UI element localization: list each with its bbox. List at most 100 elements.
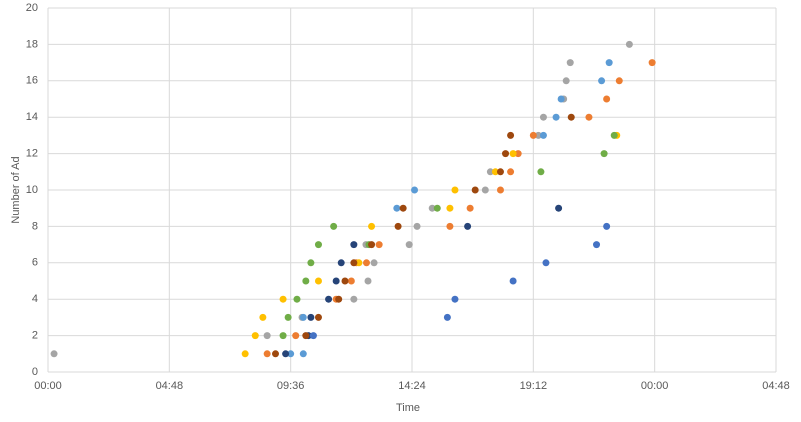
point — [598, 77, 606, 85]
point — [534, 131, 542, 139]
point — [347, 277, 355, 285]
x-tick-label: 00:00 — [34, 380, 62, 392]
point — [625, 40, 633, 48]
point — [399, 204, 407, 212]
point — [502, 150, 510, 158]
point — [428, 204, 436, 212]
point — [443, 313, 451, 321]
point — [325, 295, 333, 303]
point — [350, 259, 358, 267]
point — [491, 168, 499, 176]
point — [302, 277, 310, 285]
y-tick-label: 10 — [26, 184, 38, 196]
point — [337, 259, 345, 267]
point — [272, 350, 279, 358]
point — [603, 95, 611, 103]
point — [251, 332, 259, 340]
point — [507, 168, 515, 176]
point — [279, 332, 287, 340]
point — [341, 277, 349, 285]
point — [509, 150, 517, 158]
point — [292, 332, 300, 340]
y-tick-label: 8 — [32, 220, 38, 232]
point — [648, 59, 656, 67]
point — [464, 222, 472, 230]
x-tick-label: 04:48 — [156, 380, 184, 392]
point — [393, 204, 401, 212]
point — [350, 295, 358, 303]
x-tick-label: 00:00 — [641, 380, 669, 392]
point — [263, 332, 271, 340]
point — [605, 59, 613, 67]
point — [302, 332, 310, 340]
point — [335, 295, 343, 303]
x-tick-label: 19:12 — [520, 380, 548, 392]
point — [263, 350, 271, 358]
point — [307, 313, 315, 321]
y-tick-label: 6 — [32, 257, 38, 269]
point — [413, 222, 421, 230]
point — [600, 150, 608, 158]
y-tick-label: 20 — [26, 2, 38, 14]
point — [309, 332, 317, 340]
point — [610, 131, 618, 139]
point — [552, 113, 560, 121]
point — [332, 277, 340, 285]
x-tick-label: 04:48 — [762, 380, 790, 392]
point — [615, 77, 623, 85]
point — [514, 150, 522, 158]
point — [471, 186, 479, 194]
point — [509, 277, 517, 285]
point — [293, 295, 301, 303]
point — [539, 113, 547, 121]
point — [405, 241, 413, 249]
point — [567, 113, 575, 121]
x-axis-title: Time — [396, 402, 420, 414]
point — [486, 168, 494, 176]
point — [496, 168, 504, 176]
point — [446, 222, 454, 230]
point — [355, 259, 363, 267]
y-tick-label: 12 — [26, 148, 38, 160]
point — [496, 186, 504, 194]
point — [307, 259, 315, 267]
point — [279, 295, 287, 303]
point — [562, 77, 570, 85]
point — [241, 350, 249, 358]
point — [394, 222, 402, 230]
y-tick-label: 18 — [26, 38, 38, 50]
point — [585, 113, 593, 121]
point — [433, 204, 441, 212]
point — [411, 186, 419, 194]
point — [451, 186, 459, 194]
point — [446, 204, 454, 212]
x-tick-label: 09:36 — [277, 380, 305, 392]
point — [299, 313, 307, 321]
y-tick-label: 2 — [32, 330, 38, 342]
point — [557, 95, 565, 103]
x-tick-label: 14:24 — [398, 380, 426, 392]
y-tick-label: 16 — [26, 75, 38, 87]
y-tick-label: 4 — [32, 293, 38, 305]
point — [603, 222, 611, 230]
point — [350, 241, 358, 249]
point — [364, 277, 372, 285]
y-axis-title: Number of Ad — [10, 156, 22, 223]
point — [481, 186, 489, 194]
point — [370, 259, 378, 267]
point — [299, 350, 307, 358]
point — [363, 259, 370, 267]
point — [50, 350, 58, 358]
point — [314, 277, 322, 285]
point — [368, 241, 376, 249]
point — [566, 59, 574, 67]
point — [284, 313, 292, 321]
point — [451, 295, 459, 303]
point — [375, 241, 383, 249]
point — [287, 350, 295, 358]
point — [539, 131, 547, 139]
point — [259, 313, 267, 321]
point — [282, 350, 290, 358]
point — [368, 222, 376, 230]
